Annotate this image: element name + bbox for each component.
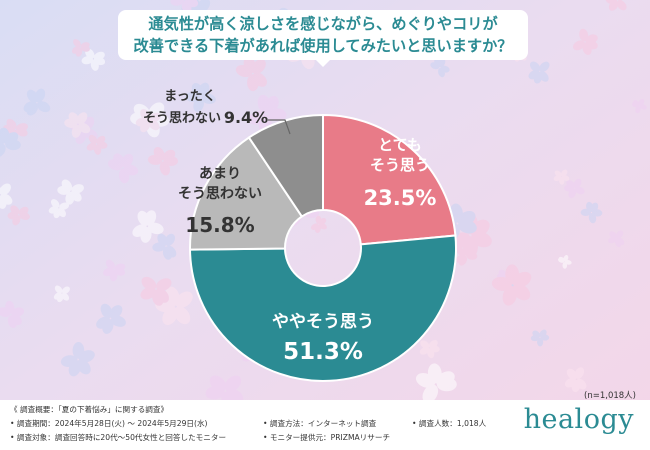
data-label-amari: 15.8%	[185, 213, 254, 237]
slice-yaya	[188, 234, 457, 382]
label-totemo-line1: とても	[378, 136, 422, 154]
survey-footer: 《 調査概要：「夏の下着悩み」に関する調査》 • 調査期間：2024年5月28日…	[0, 400, 650, 450]
slice-amari	[189, 136, 304, 251]
background-flower	[53, 285, 70, 303]
background-flower	[57, 179, 84, 205]
background-flower	[530, 329, 550, 347]
question-pointer	[314, 58, 332, 67]
background-flower	[147, 147, 178, 176]
survey-period: • 調査期間：2024年5月28日(火) ～ 2024年5月29日(水)	[10, 419, 208, 428]
survey-overview: 《 調査概要：「夏の下着悩み」に関する調査》	[10, 405, 169, 414]
background-flower	[248, 94, 287, 134]
background-flower	[140, 276, 172, 306]
background-flower	[103, 259, 126, 282]
background-flower	[0, 127, 21, 158]
background-flower	[64, 112, 91, 138]
background-flower	[235, 56, 267, 92]
background-flower	[415, 363, 457, 404]
survey-provider: • モニター提供元：PRIZMAリサーチ	[263, 433, 391, 442]
background-flower	[608, 230, 625, 248]
data-label-yaya: 51.3%	[283, 339, 363, 365]
data-label-totemo: 23.5%	[364, 186, 437, 210]
label-amari-line2: そう思わない	[178, 186, 262, 202]
background-flower	[155, 286, 193, 326]
background-flower	[135, 108, 161, 133]
background-flower	[48, 199, 70, 219]
slice-totemo	[322, 113, 457, 246]
label-yaya-line1: ややそう思う	[272, 312, 374, 332]
label-mattaku-line2: そう思わない	[143, 111, 221, 126]
background-flower	[23, 88, 51, 116]
leader-line-mattaku	[268, 119, 291, 135]
background-flower	[7, 205, 30, 226]
background-flower	[185, 82, 216, 112]
slice-mattaku	[247, 113, 324, 218]
data-label-mattaku: 9.4%	[224, 108, 268, 127]
survey-count: • 調査人数：1,018人	[412, 419, 487, 428]
survey-target: • 調査対象：調査回答時に20代～50代女性と回答したモニター	[10, 433, 227, 442]
background-flower	[564, 178, 585, 199]
label-totemo-line2: そう思う	[370, 156, 430, 174]
label-amari-line1: あまり	[199, 166, 241, 182]
background-flower	[132, 210, 164, 243]
survey-method: • 調査方法：インターネット調査	[263, 419, 377, 428]
background-flower	[430, 57, 450, 78]
background-flower	[81, 48, 106, 71]
background-flower	[152, 233, 177, 260]
question-line-1: 通気性が高く涼しさを感じながら、めぐりやコリが	[148, 15, 498, 33]
background-flower	[419, 339, 440, 359]
label-mattaku-line1: まったく	[164, 89, 215, 104]
question-box: 通気性が高く涼しさを感じながら、めぐりやコリが 改善できる下着があれば使用してみ…	[118, 10, 528, 60]
brand-logo: healogy	[523, 404, 634, 435]
background-flower	[558, 254, 572, 269]
background-flower	[0, 300, 25, 329]
background-flower	[631, 98, 647, 114]
background-flower	[573, 28, 598, 55]
background-flower	[71, 39, 90, 57]
background-flower	[96, 303, 126, 334]
question-line-2: 改善できる下着があれば使用してみたいと思いますか？	[133, 37, 513, 55]
background-flower	[528, 61, 550, 84]
background-flower	[86, 134, 108, 155]
background-flower	[107, 153, 139, 184]
background-flower	[564, 367, 587, 393]
background-flower	[605, 0, 627, 11]
sample-size: (n=1,018人)	[584, 391, 636, 401]
background-flower	[60, 342, 95, 377]
background-flower	[491, 264, 532, 306]
background-flower	[311, 215, 327, 233]
background-flower	[0, 182, 13, 209]
background-flower	[580, 201, 603, 224]
background-flower	[553, 169, 570, 185]
